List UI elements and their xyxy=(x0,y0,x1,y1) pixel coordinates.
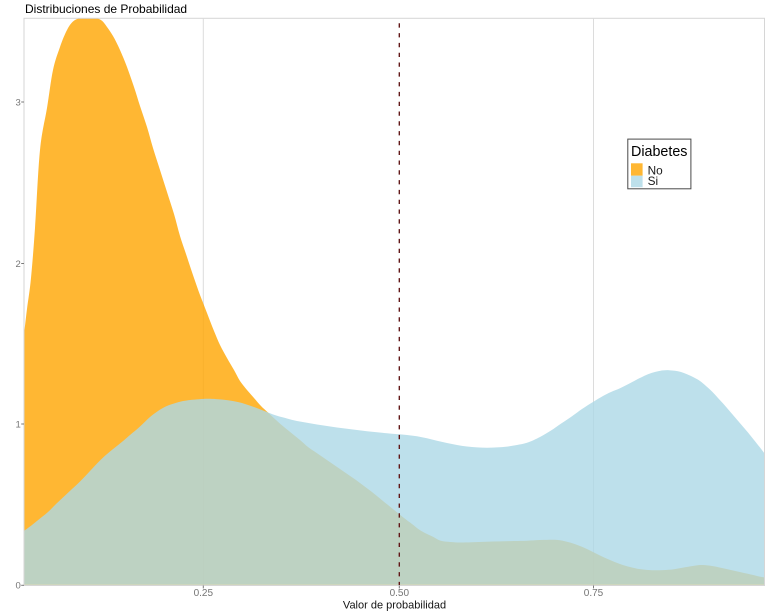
svg-text:3: 3 xyxy=(16,97,21,108)
svg-text:Valor de probabilidad: Valor de probabilidad xyxy=(343,600,446,612)
svg-text:No: No xyxy=(648,164,664,178)
svg-text:0.25: 0.25 xyxy=(194,588,214,599)
svg-text:Distribuciones de Probabilidad: Distribuciones de Probabilidad xyxy=(25,2,187,16)
svg-text:0.75: 0.75 xyxy=(584,588,604,599)
svg-text:2: 2 xyxy=(16,259,21,270)
svg-text:0.50: 0.50 xyxy=(390,588,410,599)
svg-text:1: 1 xyxy=(16,419,21,430)
svg-text:0: 0 xyxy=(16,581,21,592)
svg-text:Si: Si xyxy=(648,174,659,188)
svg-text:Diabetes: Diabetes xyxy=(631,144,687,160)
